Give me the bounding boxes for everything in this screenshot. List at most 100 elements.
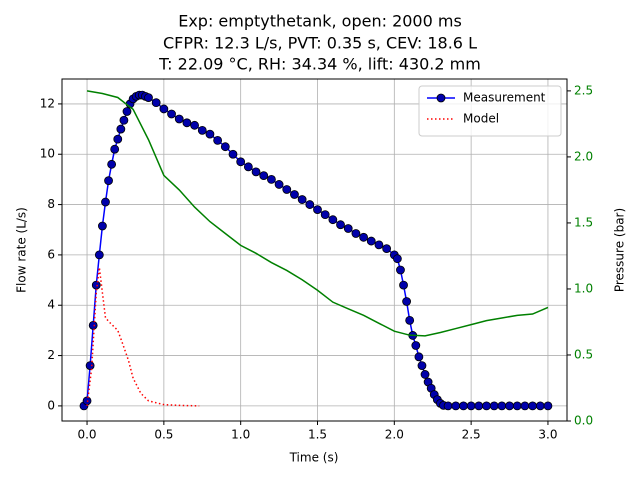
legend-label: Measurement xyxy=(463,91,546,105)
y-tick-label: 0 xyxy=(47,398,55,412)
data-point xyxy=(320,210,330,220)
data-point xyxy=(94,250,104,260)
data-point xyxy=(535,401,545,411)
y2-tick-label: 0.5 xyxy=(574,347,593,361)
data-point xyxy=(220,142,230,152)
chart-title: Exp: emptythetank, open: 2000 ms xyxy=(178,12,462,31)
chart-title: T: 22.09 °C, RH: 34.34 %, lift: 430.2 mm xyxy=(158,55,481,74)
data-point xyxy=(251,167,261,177)
x-tick-label: 2.5 xyxy=(462,428,481,442)
data-point xyxy=(336,220,345,230)
data-point xyxy=(91,280,101,290)
data-point xyxy=(213,136,223,145)
data-point xyxy=(313,205,322,215)
y2-tick-label: 2.5 xyxy=(574,83,593,97)
data-point xyxy=(451,401,461,411)
data-point xyxy=(343,224,353,233)
data-point xyxy=(443,401,453,411)
data-point xyxy=(489,401,499,411)
data-point xyxy=(417,361,427,371)
data-point xyxy=(497,401,507,411)
data-point xyxy=(282,185,292,194)
data-point xyxy=(466,401,476,411)
data-point xyxy=(119,115,129,125)
legend-marker xyxy=(436,93,446,103)
data-point xyxy=(512,401,522,411)
data-point xyxy=(520,401,530,411)
y-tick-label: 6 xyxy=(47,247,55,261)
data-point xyxy=(402,297,412,306)
data-point xyxy=(104,176,113,186)
series-line xyxy=(83,94,548,407)
data-point xyxy=(228,149,238,159)
data-point xyxy=(482,401,491,411)
data-point xyxy=(236,157,246,167)
data-point xyxy=(405,315,415,325)
data-point xyxy=(420,370,430,379)
data-point xyxy=(366,236,376,246)
y-tick-label: 2 xyxy=(47,348,55,362)
data-point xyxy=(85,361,95,371)
x-axis-label: Time (s) xyxy=(289,451,339,465)
data-point xyxy=(159,104,169,114)
data-point xyxy=(359,232,368,242)
data-point xyxy=(382,244,392,254)
data-point xyxy=(182,118,192,128)
y2-tick-label: 0.0 xyxy=(574,414,593,428)
series-line xyxy=(86,90,549,337)
x-tick-label: 0.0 xyxy=(77,428,96,442)
data-point xyxy=(392,254,402,264)
y-tick-label: 12 xyxy=(40,96,55,110)
data-point xyxy=(297,195,307,204)
data-point xyxy=(243,162,253,172)
plot-frame xyxy=(61,78,568,422)
data-point xyxy=(374,240,384,250)
data-point xyxy=(110,144,120,154)
data-point xyxy=(505,401,514,411)
data-point xyxy=(290,190,299,199)
data-point xyxy=(399,280,408,290)
data-point xyxy=(122,107,132,116)
data-point xyxy=(167,109,176,119)
y-axis-label: Flow rate (L/s) xyxy=(15,207,29,293)
y-tick-label: 8 xyxy=(47,197,55,211)
x-tick-label: 2.0 xyxy=(385,428,404,442)
data-point xyxy=(474,401,484,411)
y-tick-label: 10 xyxy=(40,147,55,161)
data-point xyxy=(101,197,110,207)
data-point xyxy=(88,320,98,330)
data-point xyxy=(414,352,424,362)
x-tick-label: 1.5 xyxy=(308,428,327,442)
x-tick-label: 1.0 xyxy=(231,428,250,442)
y-tick-label: 4 xyxy=(47,298,55,312)
data-point xyxy=(351,229,361,238)
data-point xyxy=(205,129,215,139)
data-point xyxy=(274,180,284,189)
chart-title: CFPR: 12.3 L/s, PVT: 0.35 s, CEV: 18.6 L xyxy=(163,34,477,53)
data-point xyxy=(107,159,117,169)
x-tick-label: 0.5 xyxy=(154,428,173,442)
data-point xyxy=(543,401,553,411)
data-point xyxy=(459,401,468,411)
legend-label: Model xyxy=(463,112,499,126)
data-point xyxy=(113,134,123,144)
data-point xyxy=(305,200,315,209)
data-point xyxy=(411,341,421,350)
x-tick-label: 3.0 xyxy=(538,428,557,442)
data-point xyxy=(174,114,184,124)
data-point xyxy=(144,93,153,103)
series-line xyxy=(86,267,200,407)
data-point xyxy=(190,120,199,130)
data-point xyxy=(259,171,269,181)
data-point xyxy=(151,98,161,108)
y2-tick-label: 1.5 xyxy=(574,215,593,229)
y2-tick-label: 1.0 xyxy=(574,281,593,295)
data-point xyxy=(396,265,405,275)
data-point xyxy=(116,124,126,134)
data-point xyxy=(267,175,276,184)
data-point xyxy=(528,401,537,411)
y2-tick-label: 2.0 xyxy=(574,149,593,163)
data-point xyxy=(98,221,107,231)
data-point xyxy=(197,125,207,135)
